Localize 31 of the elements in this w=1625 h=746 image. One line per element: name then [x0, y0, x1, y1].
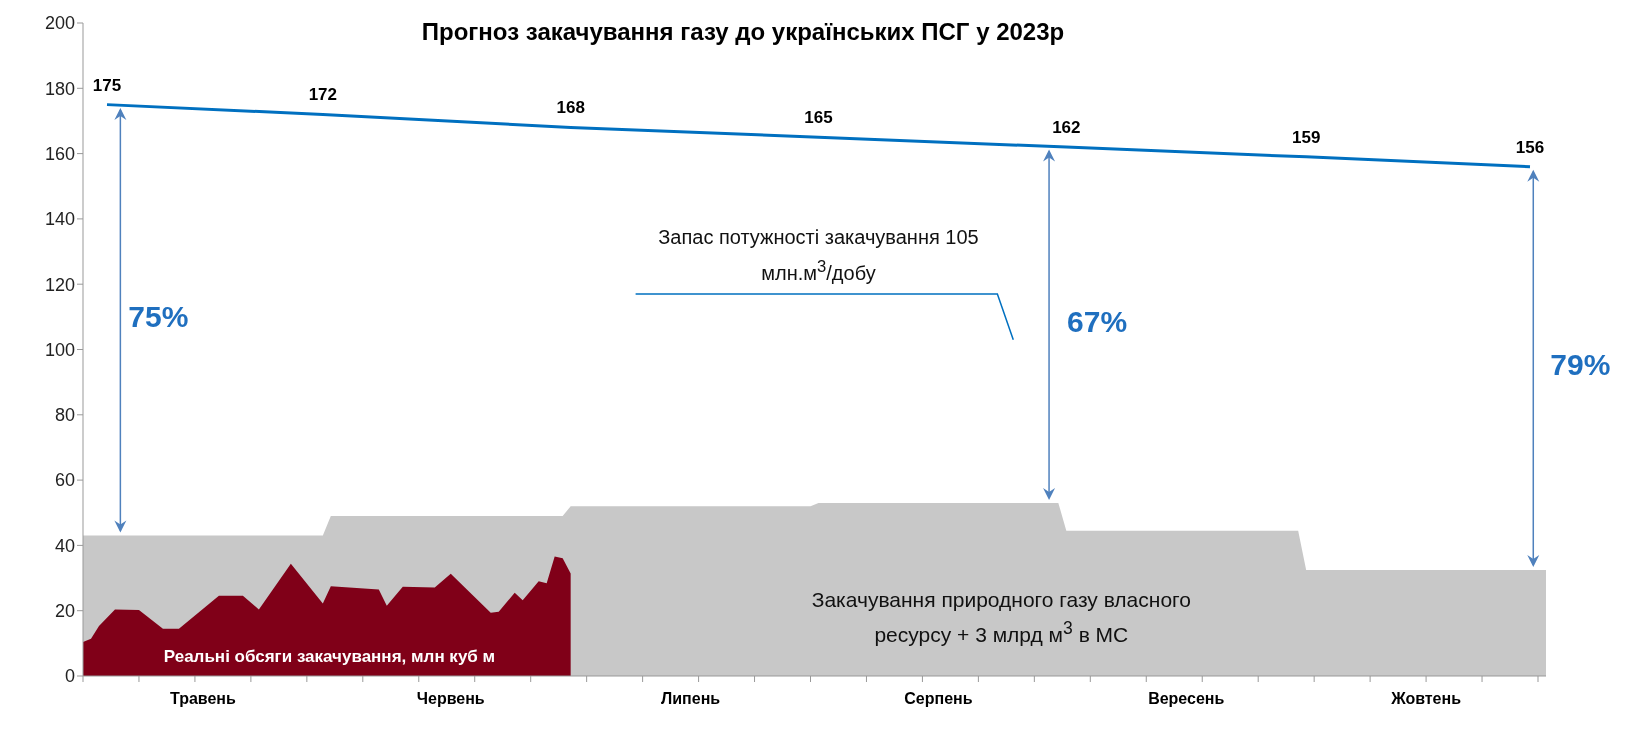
y-tick-label: 120 — [44, 274, 75, 295]
annotation: 75% — [128, 300, 189, 335]
x-tick-label: Вересень — [1148, 690, 1225, 707]
data-label: 175 — [92, 75, 122, 95]
y-tick-label: 0 — [64, 666, 75, 687]
y-tick-label: 60 — [54, 470, 75, 491]
data-label: 165 — [804, 108, 833, 128]
annotation: 67% — [1067, 304, 1128, 339]
data-label: 172 — [308, 85, 338, 105]
y-tick-label: 200 — [44, 13, 75, 34]
y-tick-label: 80 — [54, 405, 75, 426]
y-tick-label: 20 — [54, 601, 75, 622]
data-label: 168 — [556, 98, 585, 118]
x-tick-label: Серпень — [904, 690, 973, 707]
x-tick-label: Жовтень — [1390, 690, 1462, 707]
series-label: Закачування природного газу власного ресурсу + 3 млрд м$^{3}$ в МС — [810, 586, 1192, 648]
y-tick-label: 180 — [44, 78, 75, 99]
x-tick-label: Травень — [169, 690, 237, 707]
y-tick-label: 140 — [44, 209, 75, 230]
text: 79% — [1550, 348, 1611, 383]
y-tick-label: 160 — [44, 143, 75, 164]
x-tick-label: Червень — [416, 690, 485, 707]
data-label: 156 — [1515, 137, 1545, 157]
y-tick-label: 40 — [54, 535, 75, 556]
series-label: Реальні обсяги закачування, млн куб м — [162, 646, 497, 667]
data-label: 159 — [1291, 127, 1321, 147]
annotation: Запас потужності закачування 105 млн.м$^{3}$/добу — [657, 225, 980, 286]
chart-title: Прогноз закачування газу до українських ПСГ у 2023р — [421, 18, 1065, 45]
data-label: 162 — [1052, 118, 1081, 138]
x-tick-label: Липень — [661, 690, 721, 707]
y-tick-label: 100 — [44, 339, 75, 360]
